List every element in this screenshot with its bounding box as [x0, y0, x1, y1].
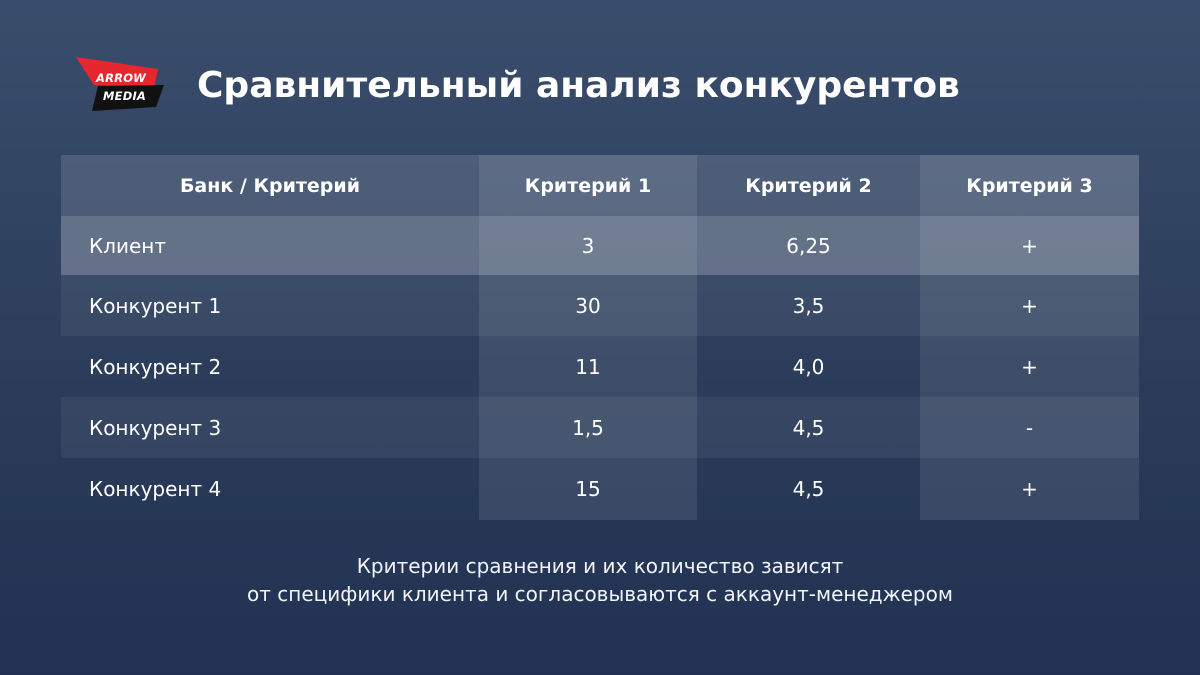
criterion-1-value: 11 [575, 354, 601, 379]
arrow-media-logo: ARROW MEDIA [72, 55, 164, 113]
criterion-1-value: 3 [581, 233, 595, 258]
logo-text-media: MEDIA [103, 89, 147, 103]
criterion-2-value: 3,5 [792, 293, 825, 318]
criterion-3-value: + [1021, 354, 1038, 379]
logo-shape-icon [76, 57, 164, 111]
footnote-line-1: Критерии сравнения и их количество завис… [356, 554, 844, 578]
criterion-2-value: 4,0 [792, 354, 825, 379]
criterion-1-value: 15 [575, 476, 601, 501]
table-row-competitor-2: Конкурент 2 11 4,0 + [61, 336, 1139, 397]
criterion-1-column-highlight [479, 155, 697, 520]
criterion-3-value: + [1021, 476, 1038, 501]
footnote: Критерии сравнения и их количество завис… [0, 552, 1200, 608]
row-name: Конкурент 2 [89, 354, 222, 379]
table-row-competitor-3: Конкурент 3 1,5 4,5 - [61, 397, 1139, 458]
table-row-client: Клиент 3 6,25 + [61, 216, 1139, 275]
criterion-3-column-highlight [920, 155, 1139, 520]
table-row-competitor-1: Конкурент 1 30 3,5 + [61, 275, 1139, 336]
criterion-1-value: 30 [575, 293, 601, 318]
header-criterion-3: Критерий 3 [966, 174, 1093, 197]
row-name: Клиент [89, 233, 167, 258]
criterion-3-value: + [1021, 233, 1038, 258]
header-criterion-2: Критерий 2 [745, 174, 872, 197]
criterion-3-value: + [1021, 293, 1038, 318]
criterion-1-value: 1,5 [572, 415, 604, 440]
comparison-table: Банк / Критерий Критерий 1 Критерий 2 Кр… [61, 155, 1139, 519]
row-name: Конкурент 3 [89, 415, 222, 440]
criterion-2-value: 6,25 [786, 233, 831, 258]
row-name: Конкурент 1 [89, 293, 222, 318]
table-row-competitor-4: Конкурент 4 15 4,5 + [61, 458, 1139, 519]
header-bank-criterion: Банк / Критерий [179, 174, 361, 197]
header-criterion-1: Критерий 1 [524, 174, 652, 197]
row-name: Конкурент 4 [89, 476, 222, 501]
criterion-3-value: - [1025, 415, 1034, 440]
footnote-line-2: от специфики клиента и согласовываются с… [247, 582, 953, 606]
criterion-2-value: 4,5 [792, 415, 825, 440]
page-title: Сравнительный анализ конкурентов [197, 65, 960, 106]
criterion-2-value: 4,5 [792, 476, 825, 501]
table-header-row: Банк / Критерий Критерий 1 Критерий 2 Кр… [61, 155, 1139, 216]
logo-text-arrow: ARROW [96, 71, 147, 85]
